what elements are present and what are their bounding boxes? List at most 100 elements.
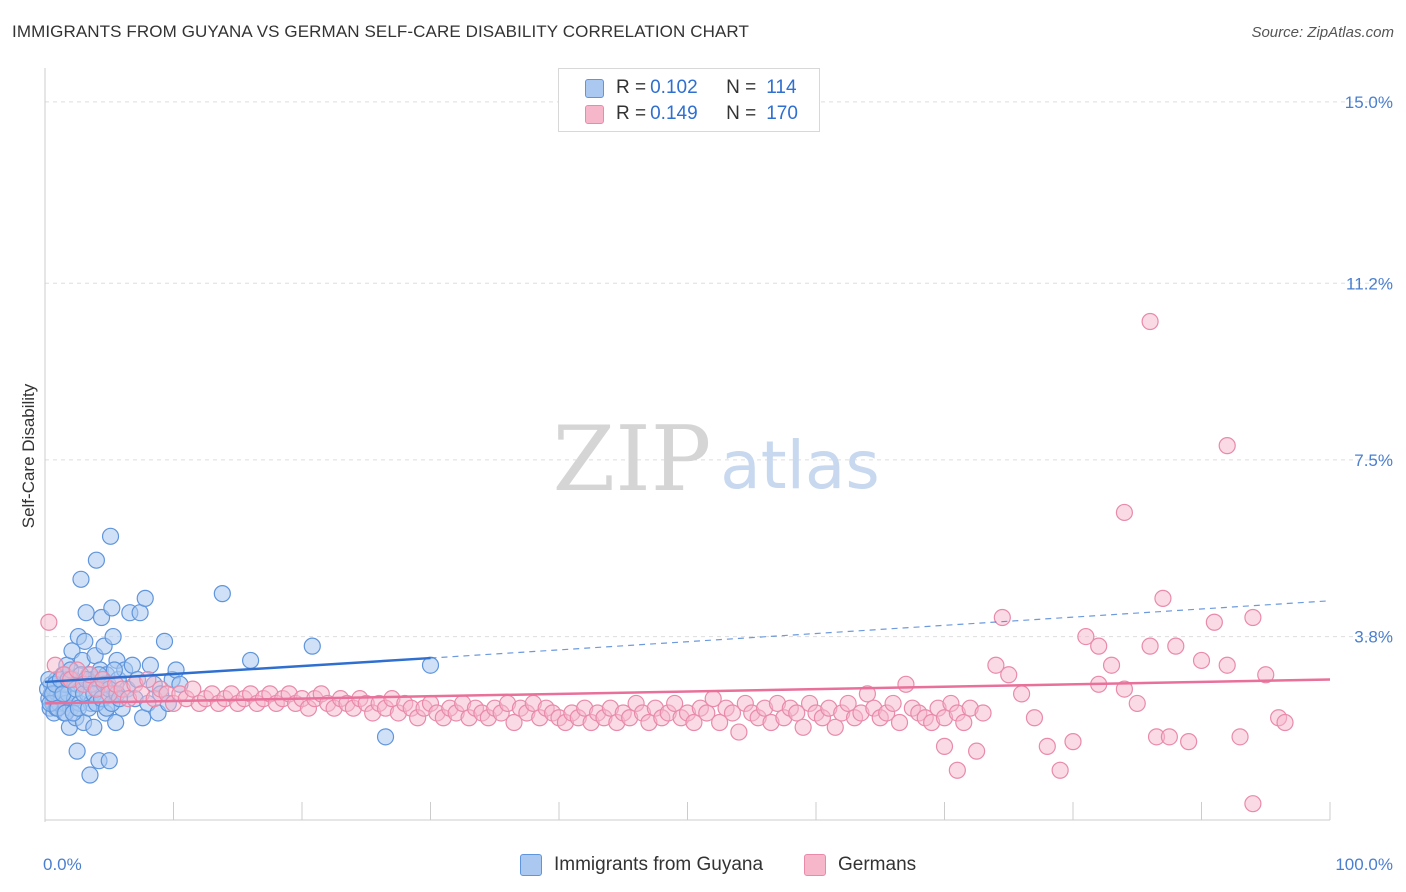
legend-r-label: R = [616, 103, 647, 124]
data-point-germans [711, 713, 729, 732]
data-point-germans [730, 723, 748, 741]
data-point-guyana [155, 632, 174, 650]
data-point-guyana [213, 585, 231, 603]
data-point-germans [1025, 709, 1044, 727]
legend-row-guyana: R = 0.102 N = 114 [585, 77, 797, 99]
data-point-germans [890, 713, 909, 732]
data-point-guyana [76, 632, 94, 650]
data-point-germans [968, 742, 986, 760]
grid-lines [45, 101, 1392, 638]
data-point-germans [1038, 737, 1056, 755]
data-point-guyana [100, 752, 118, 770]
data-point-germans [993, 608, 1011, 627]
watermark-atlas: atlas [720, 427, 880, 504]
data-point-guyana [85, 718, 103, 736]
data-point-germans [1244, 795, 1262, 813]
data-point-germans [1244, 608, 1262, 627]
data-point-germans [1012, 685, 1031, 703]
legend-n-value: 170 [766, 103, 798, 124]
legend-n-value: 114 [766, 77, 797, 98]
data-point-guyana [72, 570, 90, 588]
data-point-germans [1218, 656, 1236, 674]
data-point-germans [948, 761, 966, 779]
data-point-germans [1051, 761, 1069, 779]
y-tick-label: 3.8% [1354, 628, 1393, 647]
bottom-legend-label: Immigrants from Guyana [554, 854, 764, 875]
x-tick-label: 100.0% [1335, 855, 1393, 874]
data-point-guyana [107, 713, 125, 732]
legend-n-label: N = [726, 103, 757, 124]
data-point-germans [1090, 637, 1108, 655]
data-point-germans [1154, 589, 1172, 607]
data-point-germans [1205, 613, 1223, 631]
legend-n-label: N = [726, 77, 757, 98]
data-point-germans [1141, 312, 1159, 331]
data-point-germans [1064, 733, 1082, 751]
data-point-germans [897, 675, 915, 693]
data-point-guyana [134, 709, 152, 727]
data-point-guyana [68, 742, 86, 760]
data-point-germans [1180, 733, 1198, 751]
data-point-guyana [136, 589, 154, 607]
data-point-guyana [242, 651, 260, 670]
series-germans-points [40, 312, 1294, 813]
data-point-germans [826, 718, 844, 736]
data-point-guyana [103, 599, 121, 617]
data-point-germans [1231, 728, 1249, 746]
data-point-germans [1077, 627, 1095, 646]
legend-r-value: 0.149 [650, 103, 698, 124]
bottom-legend-guyana: Immigrants from Guyana [520, 853, 763, 877]
data-point-guyana [303, 637, 321, 655]
legend-r-label: R = [616, 77, 647, 98]
data-point-germans [935, 737, 954, 755]
data-point-guyana [101, 527, 120, 545]
data-point-germans [1115, 680, 1134, 698]
trend-line-guyana-extension [430, 600, 1331, 659]
data-point-guyana [376, 728, 395, 746]
y-tick-labels: 3.8% 7.5% 11.2% 15.0% [1345, 93, 1393, 647]
data-point-guyana [77, 604, 95, 622]
bottom-legend-swatch-pink [804, 854, 826, 876]
data-point-germans [505, 713, 523, 732]
bottom-legend-swatch-blue [520, 854, 542, 876]
data-point-guyana [104, 627, 122, 646]
data-point-germans [1276, 713, 1294, 732]
data-point-guyana [87, 551, 106, 569]
data-point-guyana [421, 656, 440, 674]
data-point-germans [858, 685, 877, 703]
data-point-germans [884, 694, 902, 713]
data-point-germans [184, 680, 202, 698]
legend-r-value: 0.102 [650, 77, 698, 98]
bottom-legend-germans: Germans [804, 853, 916, 877]
trend-line-germans [44, 678, 1331, 705]
data-point-germans [1000, 666, 1018, 684]
data-point-germans [955, 713, 973, 732]
data-point-germans [1141, 637, 1159, 655]
series-guyana-points [38, 527, 440, 784]
data-point-germans [1167, 637, 1185, 655]
data-point-germans [1115, 503, 1134, 522]
legend-row-germans: R = 0.149 N = 170 [585, 103, 798, 125]
data-point-germans [1218, 437, 1236, 455]
data-point-germans [987, 656, 1005, 674]
data-point-germans [974, 704, 992, 722]
y-tick-label: 15.0% [1345, 93, 1393, 112]
trend-lines [44, 600, 1331, 705]
data-point-guyana [123, 656, 141, 674]
legend-swatch-pink [585, 104, 604, 124]
chart-title: IMMIGRANTS FROM GUYANA VS GERMAN SELF-CA… [12, 22, 749, 41]
data-point-germans [1192, 651, 1211, 670]
trend-line-guyana [44, 656, 431, 684]
data-point-germans [40, 613, 58, 631]
correlation-legend: R = 0.102 N = 114 R = 0.149 N = 170 [558, 68, 820, 132]
x-tick-labels: 0.0% 100.0% [43, 855, 1393, 874]
data-point-germans [698, 704, 716, 722]
data-point-guyana [131, 604, 149, 622]
y-tick-label: 7.5% [1354, 451, 1393, 470]
data-point-germans [839, 694, 857, 713]
data-point-guyana [81, 766, 99, 784]
data-point-germans [788, 704, 806, 722]
legend-swatch-blue [585, 78, 604, 98]
data-point-guyana [167, 661, 185, 679]
data-point-germans [685, 713, 703, 732]
